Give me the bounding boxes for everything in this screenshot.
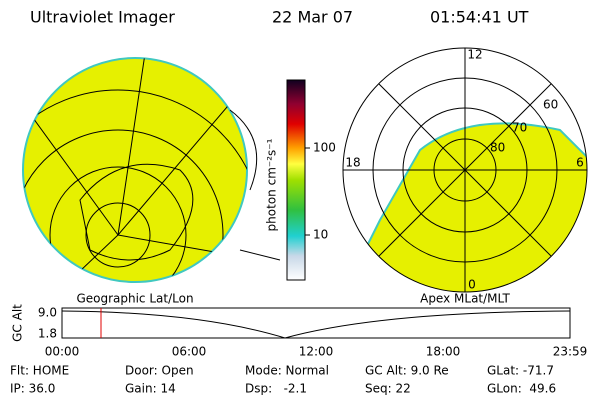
status-field: GC Alt: 9.0 Re bbox=[365, 364, 449, 378]
timeline-xtick: 12:00 bbox=[299, 345, 334, 359]
timeline-xtick: 00:00 bbox=[45, 345, 80, 359]
status-field: GLat: -71.7 bbox=[487, 364, 554, 378]
left-caption: Geographic Lat/Lon bbox=[76, 292, 193, 306]
polar-map: 12 18 6 0 60 70 80 Apex MLat/MLT bbox=[342, 47, 588, 306]
right-caption: Apex MLat/MLT bbox=[420, 292, 510, 306]
mlt-label: 6 bbox=[576, 156, 584, 170]
status-field: Door: Open bbox=[125, 364, 194, 378]
timeline-ytick: 1.8 bbox=[38, 327, 57, 341]
colorbar-label: photon cm⁻²s⁻¹ bbox=[265, 138, 279, 231]
status-field: GLon: 49.6 bbox=[487, 382, 556, 396]
status-field: Gain: 14 bbox=[125, 382, 176, 396]
status-field: Seq: 22 bbox=[365, 382, 411, 396]
color-bar: 100 10 photon cm⁻²s⁻¹ bbox=[265, 79, 336, 281]
status-field: Flt: HOME bbox=[10, 364, 69, 378]
mlat-label: 70 bbox=[512, 121, 527, 135]
status-panel: Flt: HOME IP: 36.0 Door: Open Gain: 14 Mode:… bbox=[10, 364, 556, 396]
mlt-label: 12 bbox=[467, 48, 482, 62]
time: 01:54:41 UT bbox=[430, 8, 529, 27]
title: Ultraviolet Imager bbox=[30, 8, 175, 27]
timeline-xtick: 06:00 bbox=[172, 345, 207, 359]
timeline: GC Alt 9.0 1.8 00:00 06:00 12:00 18:00 2… bbox=[11, 304, 588, 359]
status-field: IP: 36.0 bbox=[10, 382, 55, 396]
timeline-xtick: 18:00 bbox=[426, 345, 461, 359]
colorbar-tick: 10 bbox=[313, 228, 328, 242]
timeline-ytick: 9.0 bbox=[38, 306, 57, 320]
mlat-label: 60 bbox=[543, 98, 558, 112]
mlat-label: 80 bbox=[490, 141, 505, 155]
status-field: Mode: Normal bbox=[245, 364, 329, 378]
status-field: Dsp: -2.1 bbox=[245, 382, 307, 396]
timeline-ylabel: GC Alt bbox=[11, 304, 25, 342]
date: 22 Mar 07 bbox=[272, 8, 353, 27]
geographic-map: Geographic Lat/Lon bbox=[22, 57, 281, 306]
mlt-label: 18 bbox=[345, 156, 360, 170]
timeline-xtick: 23:59 bbox=[553, 345, 588, 359]
mlt-label: 0 bbox=[468, 278, 476, 292]
colorbar-tick: 100 bbox=[313, 141, 336, 155]
